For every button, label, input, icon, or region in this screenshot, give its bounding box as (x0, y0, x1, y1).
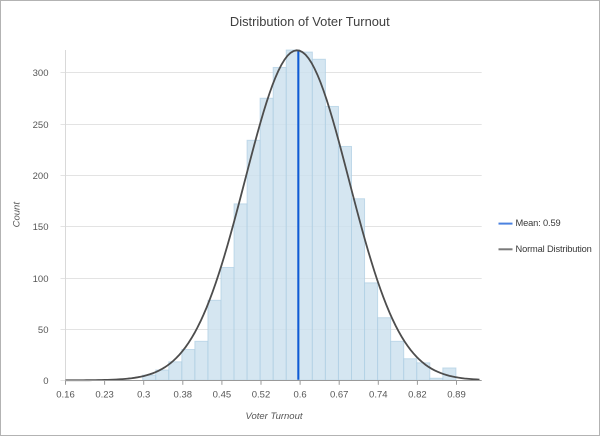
svg-text:0.38: 0.38 (174, 390, 193, 401)
svg-text:150: 150 (33, 222, 49, 233)
svg-text:0.74: 0.74 (369, 390, 388, 401)
svg-text:0.82: 0.82 (408, 390, 427, 401)
svg-text:Mean: 0.59: Mean: 0.59 (516, 218, 561, 228)
svg-text:Normal Distribution: Normal Distribution (516, 244, 592, 254)
svg-text:Distribution of Voter Turnout: Distribution of Voter Turnout (230, 14, 390, 29)
svg-text:300: 300 (33, 68, 49, 79)
svg-text:0.89: 0.89 (447, 390, 466, 401)
svg-text:250: 250 (33, 120, 49, 131)
svg-text:0: 0 (43, 376, 48, 387)
svg-text:0.45: 0.45 (213, 390, 232, 401)
svg-text:50: 50 (38, 325, 49, 336)
svg-text:0.52: 0.52 (252, 390, 271, 401)
svg-text:0.3: 0.3 (137, 390, 150, 401)
svg-text:200: 200 (33, 171, 49, 182)
svg-text:Voter Turnout: Voter Turnout (245, 411, 302, 422)
svg-text:0.67: 0.67 (330, 390, 349, 401)
svg-text:100: 100 (33, 274, 49, 285)
svg-text:0.16: 0.16 (56, 390, 75, 401)
svg-text:Count: Count (11, 202, 22, 228)
svg-text:0.6: 0.6 (293, 390, 306, 401)
svg-text:0.23: 0.23 (95, 390, 114, 401)
